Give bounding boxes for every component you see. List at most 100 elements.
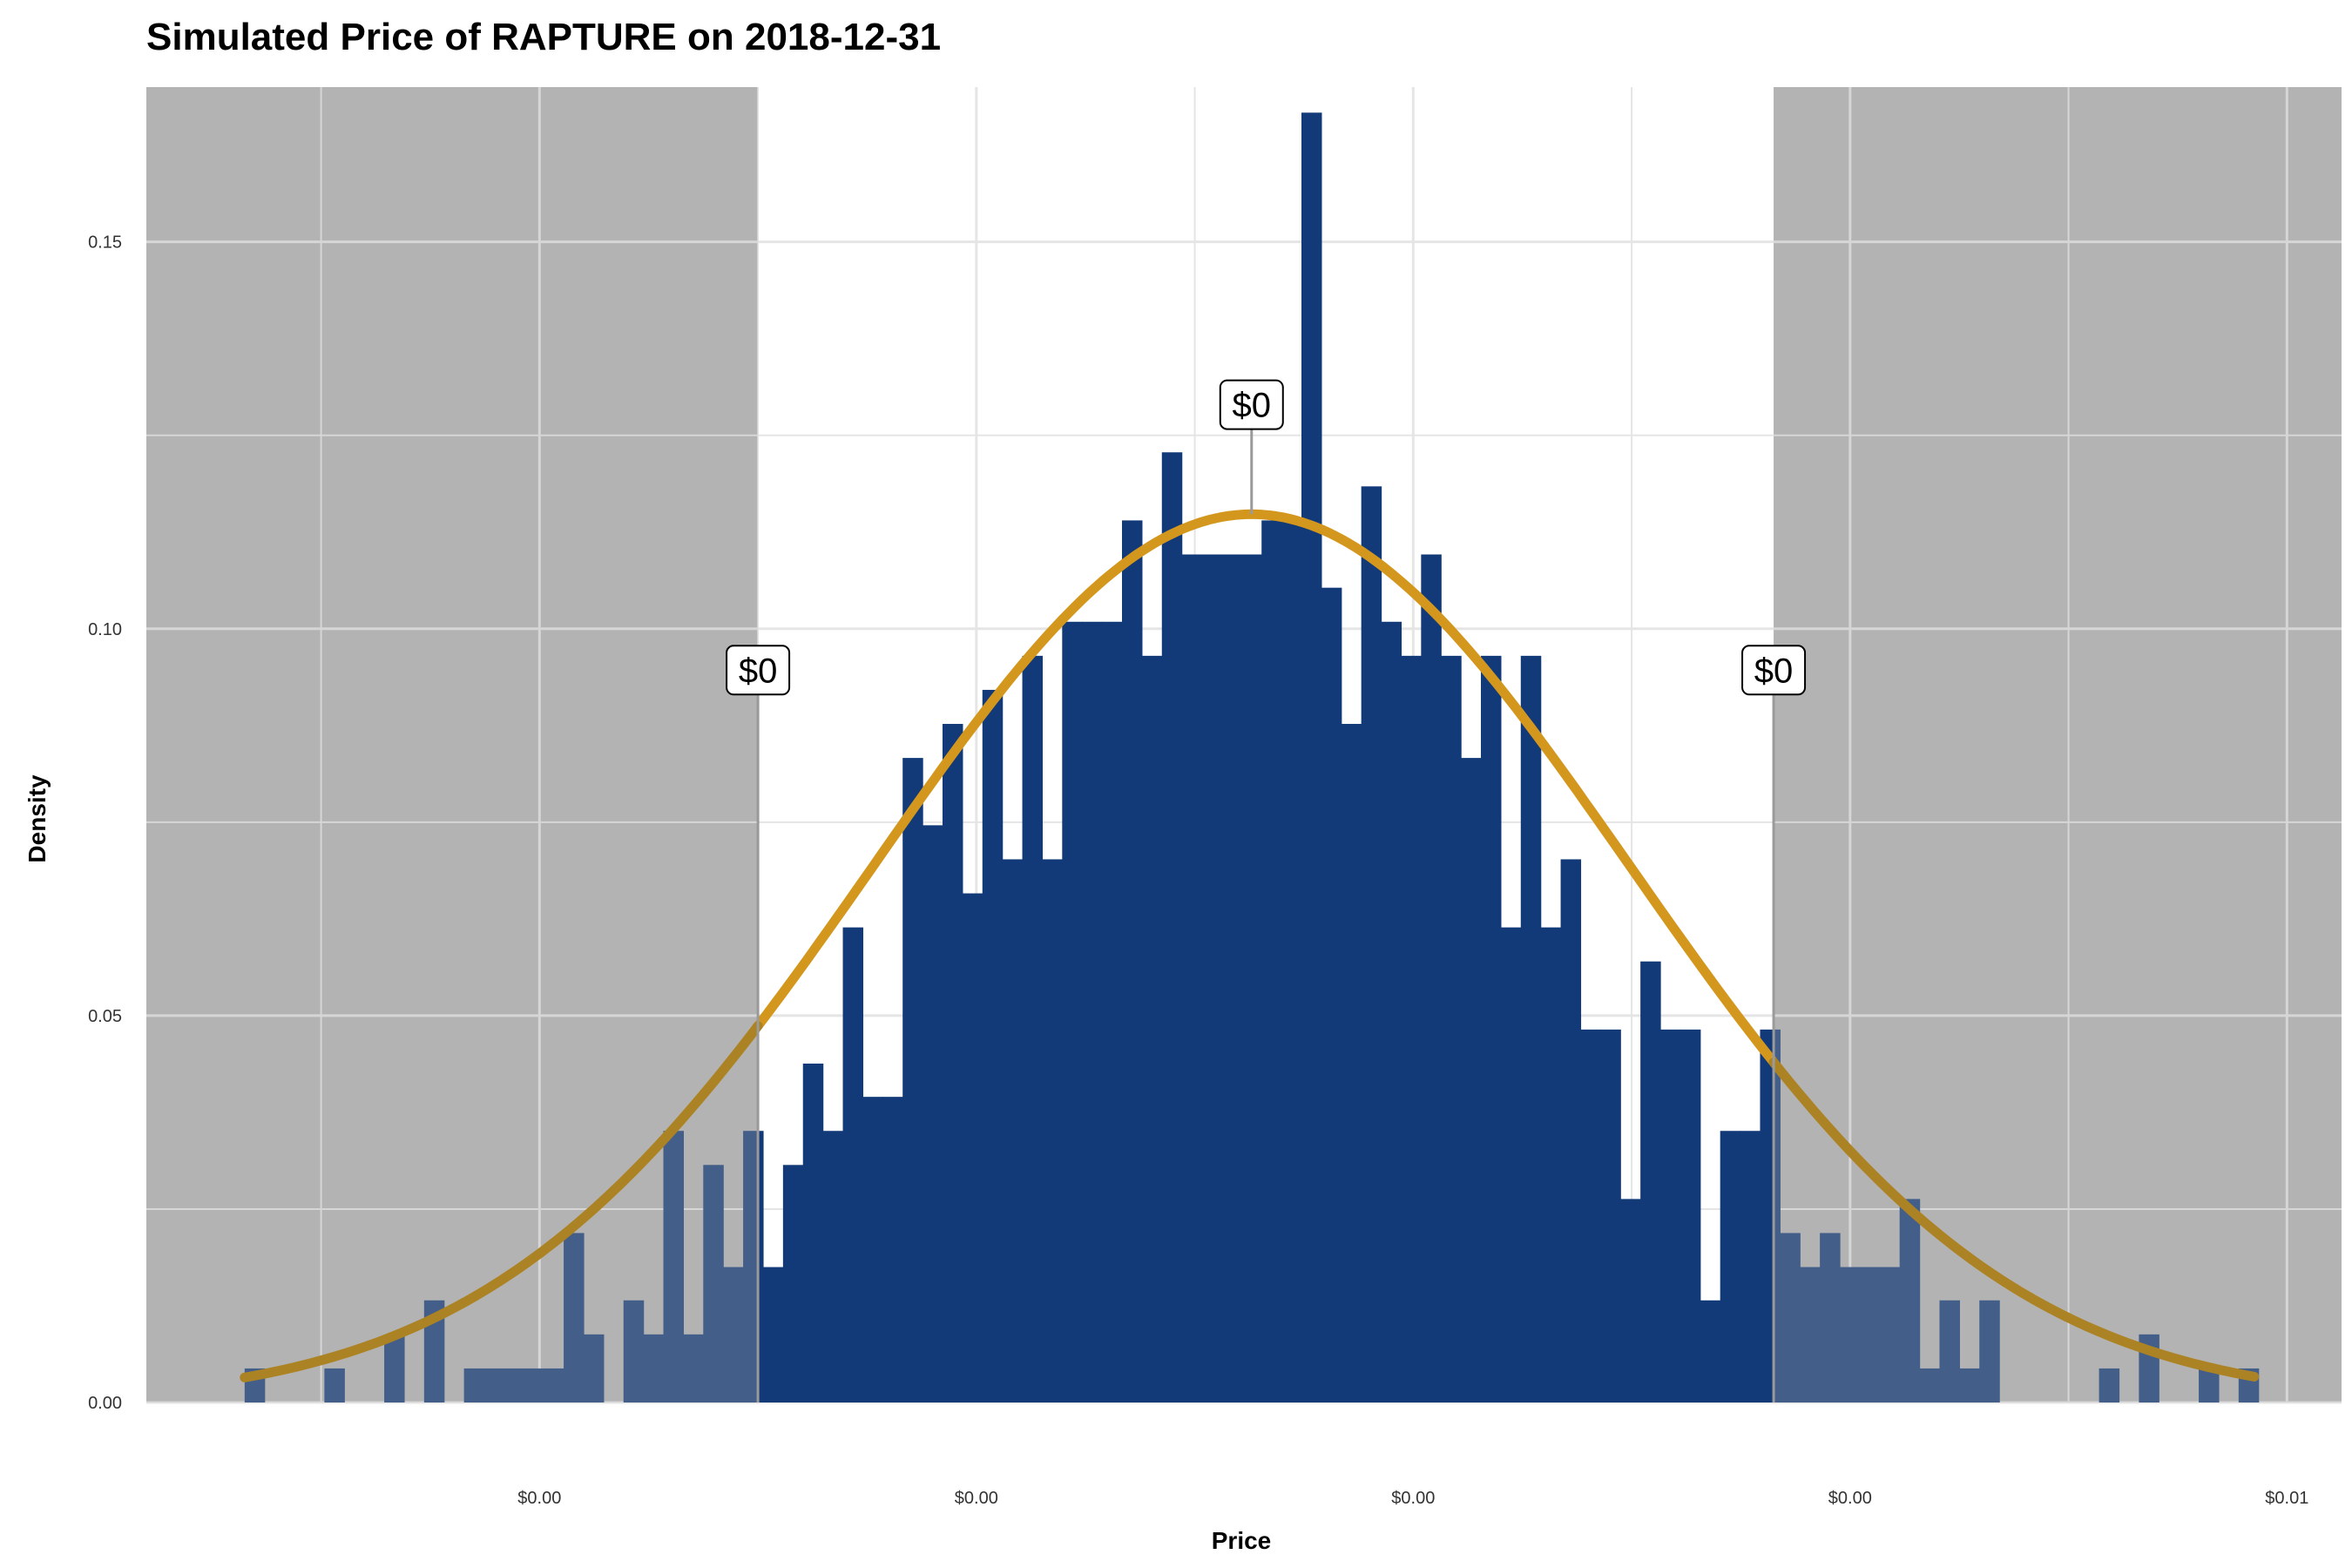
histogram-bar [822, 1131, 844, 1402]
density-curve-lower-tail [240, 1021, 763, 1382]
histogram-bar [643, 1334, 665, 1402]
histogram-bar [1102, 621, 1123, 1402]
histogram-bar [1121, 520, 1143, 1402]
upper-tail-overlay [1774, 87, 2342, 1402]
histogram-bar [1580, 1029, 1601, 1402]
x-tick-label: $0.00 [955, 1489, 998, 1508]
histogram-bar [1560, 859, 1582, 1402]
histogram-bar [942, 724, 963, 1402]
histogram-bar [1680, 1029, 1701, 1402]
histogram-bar [1261, 520, 1282, 1402]
x-tick-label: $0.00 [1828, 1489, 1872, 1508]
density-curve-upper-tail [1768, 1058, 2260, 1382]
histogram-bar [923, 825, 943, 1402]
histogram-bar [1520, 655, 1542, 1402]
histogram-bar [2099, 1368, 2120, 1402]
lower-tail-overlay [146, 87, 759, 1402]
histogram-bar [1381, 621, 1402, 1402]
histogram-bar [683, 1334, 704, 1402]
histogram-bar [524, 1368, 544, 1402]
histogram-bar [1341, 724, 1362, 1402]
histogram-bar [384, 1334, 405, 1402]
histogram-bar [1879, 1267, 1901, 1402]
histogram-bar [1221, 554, 1242, 1402]
histogram-bar [1441, 655, 1462, 1402]
histogram-bar [1082, 621, 1103, 1402]
histogram-bar [1979, 1300, 2000, 1402]
upper-tail-shade [1774, 87, 2342, 1402]
histogram-bar [1481, 655, 1502, 1402]
histogram-bar [1660, 1029, 1681, 1402]
histogram-bar [1161, 452, 1183, 1402]
histogram-bar [1321, 587, 1342, 1402]
histogram-bar [1361, 486, 1382, 1403]
histogram-bar [802, 1063, 824, 1402]
histogram-bar [1740, 1131, 1761, 1402]
histogram-bar [423, 1300, 445, 1402]
histogram-bar [1201, 554, 1223, 1402]
histogram-bar [982, 689, 1004, 1402]
histogram-bar [1700, 1300, 1721, 1402]
annotation-label-lower: $0 [739, 652, 778, 690]
histogram-bar [564, 1233, 585, 1402]
histogram-bar [583, 1334, 605, 1402]
histogram-bar [1002, 859, 1024, 1402]
x-axis-ticks: $0.00 $0.00 $0.00 $0.00 $0.01 [517, 1489, 2308, 1508]
histogram-bar [1281, 520, 1302, 1402]
y-tick-label: 0.15 [88, 233, 122, 253]
histogram-bar [544, 1368, 564, 1402]
annotations: $0 $0 $0 [726, 379, 1807, 1402]
histogram-bar [1181, 554, 1203, 1402]
x-tick-label: $0.01 [2265, 1489, 2308, 1508]
histogram-bar [1401, 655, 1422, 1402]
histogram-bar [1042, 859, 1063, 1402]
histogram-bar [1421, 554, 1442, 1402]
histogram-bar [962, 893, 983, 1402]
histogram-bar [1620, 1199, 1641, 1402]
histogram-bar [1859, 1267, 1881, 1402]
histogram-bar [324, 1368, 345, 1402]
tail-shading [146, 87, 2342, 1402]
histogram-bar [1600, 1029, 1621, 1402]
y-tick-label: 0.10 [88, 620, 122, 639]
histogram-bar [862, 1097, 883, 1402]
histogram-bar [902, 758, 923, 1402]
density-curve [240, 509, 2260, 1382]
annotation-box-upper [1741, 645, 1807, 696]
density-curve-layer [240, 509, 2260, 1382]
histogram-bar [1959, 1368, 1980, 1402]
annotation-label-upper: $0 [1754, 652, 1794, 690]
y-axis-ticks: 0.00 0.05 0.10 0.15 [88, 233, 122, 1413]
histogram-bar [463, 1368, 485, 1402]
histogram-bar [1500, 927, 1522, 1402]
histogram-bar [2199, 1368, 2220, 1402]
x-tick-label: $0.00 [1391, 1489, 1435, 1508]
x-axis-label: Price [1212, 1527, 1272, 1554]
histogram-bar [1141, 655, 1163, 1402]
histogram-bar [882, 1097, 903, 1402]
histogram-bar [1800, 1267, 1821, 1402]
histogram-bar [1062, 621, 1083, 1402]
y-axis-label: Density [24, 774, 51, 863]
annotation-label-median: $0 [1233, 387, 1272, 425]
histogram-bar [782, 1165, 804, 1402]
histogram-bar [1760, 1029, 1781, 1402]
histogram-bar [483, 1368, 505, 1402]
histogram-bar [663, 1131, 685, 1402]
histogram-bar [1840, 1267, 1861, 1402]
histogram-bar [1720, 1131, 1741, 1402]
x-tick-label: $0.00 [517, 1489, 561, 1508]
histogram-bar [1919, 1368, 1941, 1402]
histogram-bar [1939, 1300, 1960, 1402]
histogram-bar [623, 1300, 645, 1402]
histogram-bar [1640, 961, 1661, 1402]
y-tick-label: 0.05 [88, 1007, 122, 1026]
histogram-bar [504, 1368, 524, 1402]
histogram-bar [1820, 1233, 1841, 1402]
histogram-bar [1780, 1233, 1801, 1402]
histogram-bar [842, 927, 864, 1402]
histogram-bar [1899, 1199, 1921, 1402]
histogram-bar [1461, 758, 1482, 1402]
lower-tail-shade [146, 87, 759, 1402]
